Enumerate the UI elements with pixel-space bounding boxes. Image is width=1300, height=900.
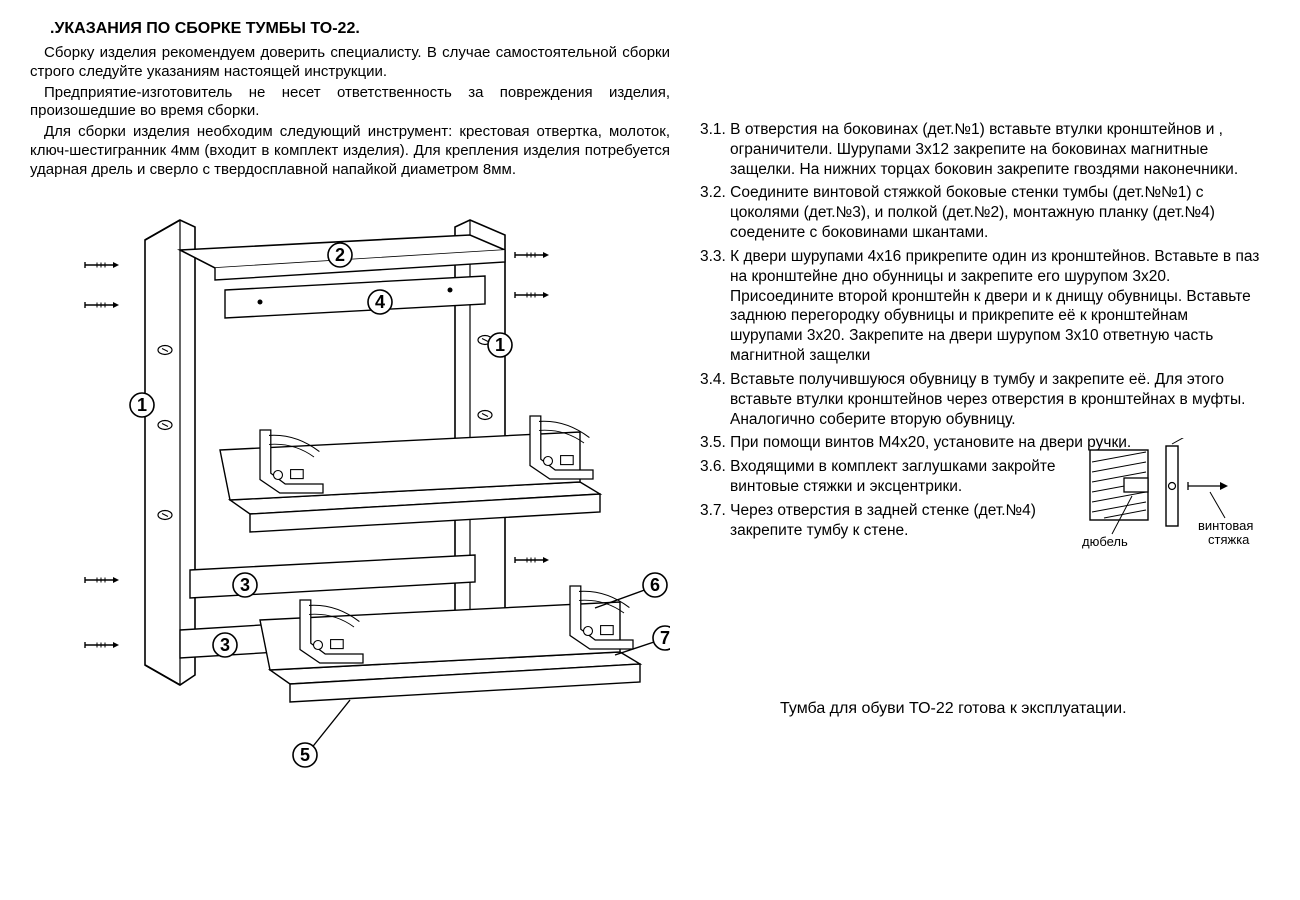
plinth-upper bbox=[190, 555, 475, 598]
shoe-tray-upper bbox=[220, 416, 600, 532]
svg-text:5: 5 bbox=[300, 745, 310, 765]
shoe-tray-lower bbox=[260, 586, 640, 702]
step-3-3: 3.3. К двери шурупами 4x16 прикрепите од… bbox=[700, 247, 1260, 366]
step-3-4: 3.4. Вставьте получившуюся обувницу в ту… bbox=[700, 370, 1260, 429]
label-wall: стена bbox=[1100, 438, 1135, 439]
step-3-2: 3.2. Соедините винтовой стяжкой боковые … bbox=[700, 183, 1260, 242]
final-note: Тумба для обуви ТО-22 готова к эксплуата… bbox=[780, 700, 1127, 718]
svg-text:2: 2 bbox=[335, 245, 345, 265]
callout-3b: 3 bbox=[213, 633, 237, 657]
intro-p1: Сборку изделия рекомендуем доверить спец… bbox=[30, 44, 670, 82]
svg-text:1: 1 bbox=[495, 335, 505, 355]
step-text: К двери шурупами 4x16 прикрепите один из… bbox=[730, 248, 1259, 364]
step-text: Входящими в комплект заглушками закройте… bbox=[730, 458, 1055, 495]
step-num: 3.3. bbox=[700, 248, 726, 265]
step-num: 3.2. bbox=[700, 184, 726, 201]
svg-text:3: 3 bbox=[240, 575, 250, 595]
intro-p3: Для сборки изделия необходим следующий и… bbox=[30, 123, 670, 179]
svg-text:4: 4 bbox=[375, 292, 385, 312]
step-num: 3.4. bbox=[700, 371, 726, 388]
label-dowel: дюбель bbox=[1082, 534, 1128, 549]
step-num: 3.5. bbox=[700, 434, 726, 451]
svg-text:1: 1 bbox=[137, 395, 147, 415]
intro-block: .УКАЗАНИЯ ПО СБОРКЕ ТУМБЫ ТО-22. Сборку … bbox=[30, 20, 670, 179]
svg-text:6: 6 bbox=[650, 575, 660, 595]
step-text: Через отверстия в задней стенке (дет.№4)… bbox=[730, 502, 1036, 539]
step-num: 3.7. bbox=[700, 502, 726, 519]
steps-block: 3.1. В отверстия на боковинах (дет.№1) в… bbox=[700, 120, 1260, 545]
wall-mount-diagram: стена Дет.№4 дюбель винтовая стяжка bbox=[1070, 438, 1260, 558]
step-3-1: 3.1. В отверстия на боковинах (дет.№1) в… bbox=[700, 120, 1260, 179]
exploded-diagram: 1 1 2 4 3 3 5 6 bbox=[30, 210, 670, 770]
step-text: В отверстия на боковинах (дет.№1) вставь… bbox=[730, 121, 1238, 178]
step-3-7: 3.7. Через отверстия в задней стенке (де… bbox=[700, 501, 1060, 541]
mounting-bar bbox=[225, 276, 485, 318]
callout-5: 5 bbox=[293, 700, 350, 767]
step-text: Вставьте получившуюся обувницу в тумбу и… bbox=[730, 371, 1245, 428]
callout-3a: 3 bbox=[233, 573, 257, 597]
callout-2: 2 bbox=[328, 243, 352, 267]
label-screw-tie-2: стяжка bbox=[1208, 532, 1250, 547]
side-panel-left bbox=[145, 220, 195, 685]
step-text: Соедините винтовой стяжкой боковые стенк… bbox=[730, 184, 1215, 241]
step-3-6: 3.6. Входящими в комплект заглушками зак… bbox=[700, 457, 1060, 497]
page-title: .УКАЗАНИЯ ПО СБОРКЕ ТУМБЫ ТО-22. bbox=[30, 20, 670, 38]
label-screw-tie-1: винтовая bbox=[1198, 518, 1253, 533]
callout-1-left: 1 bbox=[130, 393, 154, 417]
callout-1-right: 1 bbox=[488, 333, 512, 357]
step-num: 3.1. bbox=[700, 121, 726, 138]
intro-p2: Предприятие-изготовитель не несет ответс… bbox=[30, 84, 670, 122]
svg-text:3: 3 bbox=[220, 635, 230, 655]
step-num: 3.6. bbox=[700, 458, 726, 475]
callout-4: 4 bbox=[368, 290, 392, 314]
svg-text:7: 7 bbox=[660, 628, 670, 648]
